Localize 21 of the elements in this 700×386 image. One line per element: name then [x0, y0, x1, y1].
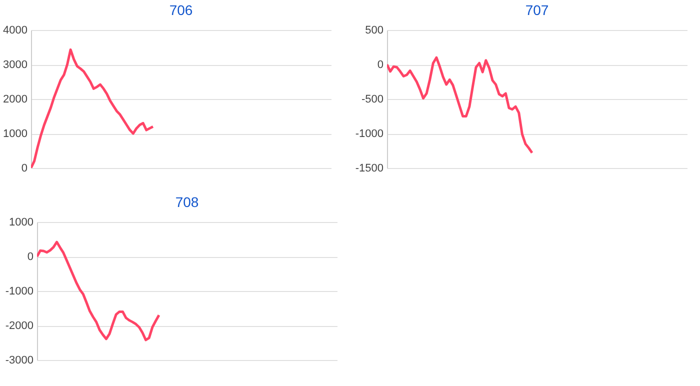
y-tick-label: 500 [365, 24, 384, 36]
y-tick-label: 0 [377, 59, 384, 71]
y-tick-label: 3000 [3, 59, 28, 71]
y-tick-label: 2000 [3, 94, 28, 106]
y-tick-label: 1000 [3, 128, 28, 140]
y-tick-label: 1000 [9, 216, 34, 228]
line-series [31, 48, 154, 168]
y-tick-label: 0 [27, 251, 34, 263]
y-tick-label: -1000 [355, 128, 384, 140]
y-tick-label: -2000 [5, 320, 34, 332]
line-series [37, 240, 160, 342]
y-tick-label: -1500 [355, 162, 384, 174]
y-tick-label: 4000 [3, 24, 28, 36]
chart-title: 706 [169, 2, 193, 18]
y-tick-label: -3000 [5, 354, 34, 366]
y-tick-label: -500 [361, 94, 384, 106]
chart-title: 708 [175, 194, 199, 210]
y-tick-label: -1000 [5, 286, 34, 298]
line-series [387, 56, 534, 154]
y-tick-label: 0 [21, 162, 28, 174]
chart-title: 707 [525, 2, 549, 18]
